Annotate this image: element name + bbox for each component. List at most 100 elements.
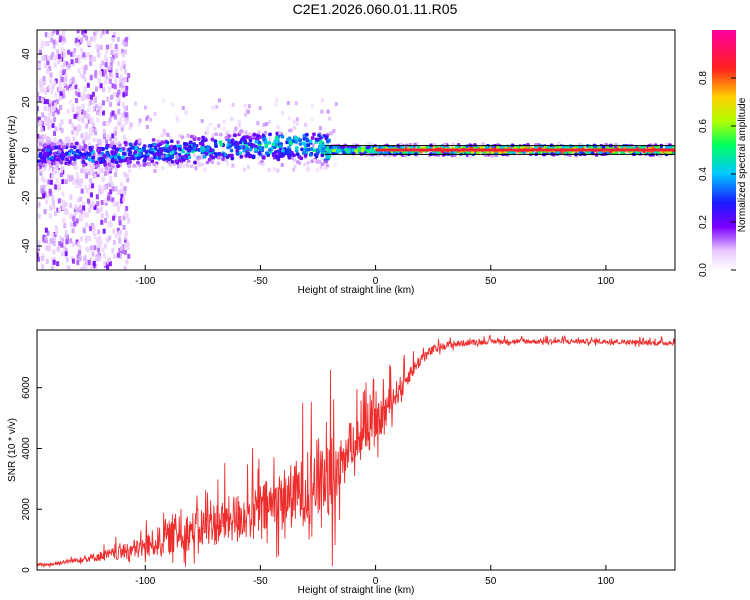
- spectrogram-cell: [39, 142, 43, 147]
- spectrogram-cell: [64, 232, 68, 238]
- spectrogram-cell: [69, 238, 73, 244]
- spectrogram-cell: [219, 142, 224, 147]
- spectrogram-cell: [109, 143, 114, 148]
- spectrogram-cell: [82, 32, 86, 38]
- spectrogram-cell: [48, 188, 52, 194]
- spectrogram-cell: [52, 241, 56, 247]
- spectrogram-cell: [135, 143, 139, 148]
- spectrogram-cell: [52, 30, 56, 34]
- spectrogram-cell: [41, 176, 45, 182]
- spectrogram-cell: [636, 150, 640, 155]
- spectrogram-cell: [309, 147, 314, 151]
- spectrogram-cell: [314, 154, 319, 159]
- spectrogram-cell: [105, 237, 109, 243]
- spectrogram-cell: [81, 202, 85, 208]
- spectrogram-cell: [74, 164, 78, 169]
- spectrogram-cell: [127, 120, 131, 125]
- spectrogram-cell: [239, 145, 244, 149]
- spectrogram-cell: [85, 259, 89, 265]
- spectrogram-cell: [101, 147, 105, 151]
- spectrogram-cell: [96, 201, 100, 207]
- spectrogram-cell: [201, 142, 205, 147]
- spectrogram-cell: [218, 132, 223, 137]
- spectrogram-cell: [105, 44, 109, 50]
- spectrogram-cell: [41, 86, 45, 92]
- spectrogram-cell: [118, 247, 122, 253]
- spectrogram-cell: [75, 221, 79, 227]
- spectrogram-cell: [46, 41, 50, 47]
- spectrogram-cell: [114, 172, 118, 178]
- spectrogram-cell: [181, 106, 185, 111]
- spectrogram-cell: [166, 132, 170, 137]
- spectrogram-cell: [88, 60, 92, 66]
- spectrogram-cell: [114, 147, 119, 152]
- spectrogram-cell: [38, 96, 42, 102]
- spectrogram-cell: [231, 102, 235, 107]
- spectrogram-cell: [96, 140, 101, 145]
- spectrogram-cell: [58, 154, 63, 158]
- spectrogram-cell: [99, 206, 103, 212]
- spectrogram-cell: [37, 91, 40, 97]
- spectrogram-cell: [66, 108, 70, 114]
- spectrogram-cell: [205, 160, 210, 165]
- spectrogram-cell: [51, 101, 55, 107]
- spectrogram-cell: [275, 155, 280, 160]
- spectrogram-cell: [64, 247, 68, 253]
- spectrogram-cell: [134, 146, 138, 150]
- spectrogram-cell: [231, 142, 236, 146]
- spectrogram-cell: [62, 52, 66, 58]
- snr-panel: -100 -50 0 50 100 0 2000 4000 6000 Height of st…: [7, 329, 676, 596]
- spectrogram-cell: [63, 61, 67, 67]
- spectrogram-cell: [268, 132, 272, 137]
- spectrogram-cell: [304, 122, 308, 127]
- spectrogram-cell: [248, 132, 252, 137]
- spectrogram-cell: [214, 132, 218, 136]
- spectrogram-cell: [46, 137, 50, 143]
- spectrogram-cell: [113, 127, 117, 132]
- spectrogram-cell: [119, 117, 123, 123]
- spectrogram-cell: [54, 225, 58, 231]
- spectrogram-cell: [89, 131, 93, 137]
- spectrogram-cell: [292, 119, 296, 124]
- spectrogram-cell: [80, 47, 84, 53]
- spectrogram-cell: [68, 99, 72, 104]
- spectrogram-cell: [183, 142, 187, 146]
- spectrogram-cell: [83, 144, 87, 148]
- spectrogram-cell: [104, 184, 108, 190]
- spectrogram-cell: [106, 264, 110, 270]
- spectrogram-cell: [188, 140, 193, 145]
- spectrogram-cell: [641, 145, 646, 149]
- spectrogram-cell: [62, 88, 66, 94]
- spectrogram-cell: [123, 266, 127, 270]
- spectrogram-cell: [108, 65, 112, 71]
- spectrogram-cell: [81, 73, 85, 79]
- spectrogram-cell: [84, 30, 88, 34]
- spectrogram-cell: [165, 153, 169, 158]
- spectrogram-cell: [40, 42, 44, 48]
- spectrogram-cell: [110, 140, 115, 145]
- spectrogram-cell: [49, 205, 53, 211]
- spectrogram-cell: [86, 144, 90, 149]
- spectrogram-cell: [84, 113, 88, 119]
- snr-y-ticks: 0 2000 4000 6000: [21, 376, 42, 573]
- spectrogram-cell: [317, 133, 321, 138]
- spectrogram-cell: [123, 69, 127, 75]
- spectrogram-cell: [72, 136, 76, 142]
- spectrogram-cell: [262, 122, 266, 127]
- spectrogram-cell: [88, 163, 92, 168]
- spectrogram-cell: [165, 140, 170, 145]
- spectrogram-cell: [205, 130, 210, 135]
- spectrogram-cell: [275, 125, 280, 130]
- spectrogram-cell: [44, 32, 48, 38]
- spectrogram-cell: [383, 150, 388, 155]
- spectrogram-cell: [280, 152, 285, 157]
- spectrogram-cell: [75, 57, 79, 63]
- spectrogram-cell: [320, 98, 324, 103]
- spectrogram-cell: [261, 162, 265, 167]
- snr-y-label: SNR (10 * v/v): [7, 418, 18, 482]
- spectrogram-cell: [37, 63, 41, 69]
- spectrogram-cell: [304, 137, 309, 141]
- spectrogram-cell: [296, 160, 300, 164]
- spectrogram-cell: [142, 163, 147, 167]
- spectrogram-cell: [99, 156, 103, 161]
